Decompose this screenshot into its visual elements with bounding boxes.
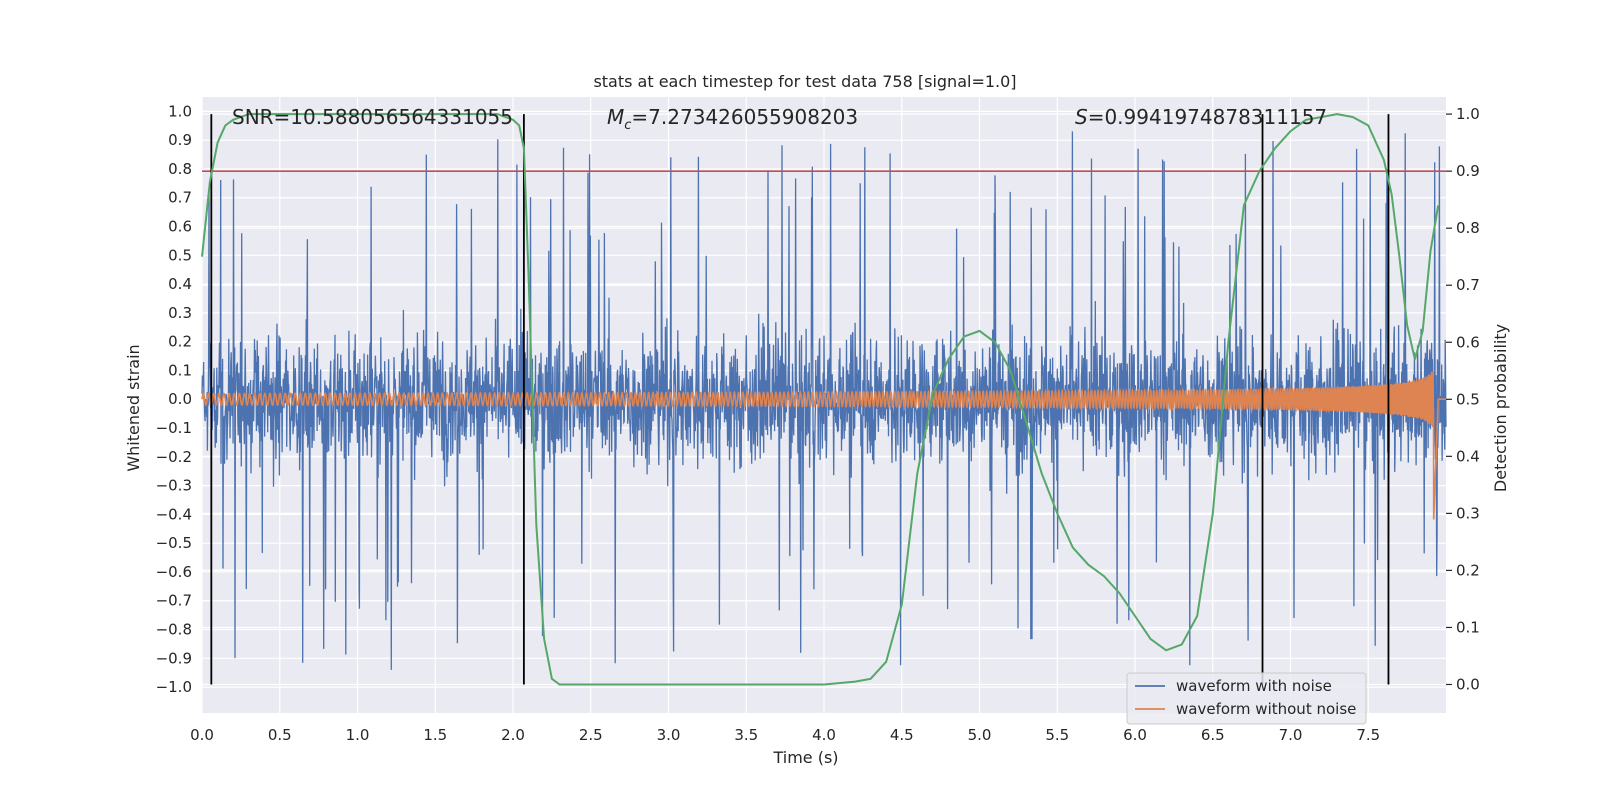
y-tick-label: 0.5 [168,246,192,264]
y-tick-label: 0.7 [168,189,192,207]
chirp-mass-annotation: Mc=7.273426055908203 [607,105,858,133]
y-tick-label: −0.5 [156,534,192,552]
y2-tick-label: 0.2 [1456,561,1480,579]
waveform-without-noise-series [201,371,1446,520]
chart-title: stats at each timestep for test data 758… [593,72,1016,91]
score-annotation: S=0.9941974878311157 [1075,105,1327,129]
legend-noise-label: waveform with noise [1176,677,1332,695]
y2-tick-label: 0.0 [1456,675,1480,693]
y-tick-label: −1.0 [156,678,192,696]
y-tick-label: −0.8 [156,621,192,639]
y2-tick-label: 0.4 [1456,447,1480,465]
x-tick-label: 5.0 [968,726,992,744]
x-tick-label: 7.0 [1279,726,1303,744]
score-value: =0.9941974878311157 [1088,105,1327,129]
y-tick-label: −0.3 [156,477,192,495]
threshold-and-boundaries [202,114,1446,685]
x-tick-label: 6.0 [1123,726,1147,744]
y-tick-label: −0.4 [156,505,192,523]
y2-tick-label: 0.7 [1456,276,1480,294]
waveform-without-noise-line [201,371,1446,520]
y-tick-label: 0.0 [168,390,192,408]
y-tick-label: 0.3 [168,304,192,322]
y2-tick-label: 0.1 [1456,618,1480,636]
snr-annotation: SNR=10.588056564331055 [232,105,513,129]
y-axis-label: Whitened strain [124,344,143,471]
y2-tick-label: 0.5 [1456,390,1480,408]
x-axis-ticks: 0.0 0.5 1.0 1.5 2.0 2.5 3.0 3.5 4.0 4.5 5.0 5.5 6.0 6… [190,726,1380,744]
y2-axis-label: Detection probability [1491,324,1510,492]
y-tick-label: 0.1 [168,361,192,379]
y-tick-label: −0.9 [156,649,192,667]
x-tick-label: 1.0 [346,726,370,744]
x-tick-label: 2.5 [579,726,603,744]
x-tick-label: 5.5 [1045,726,1069,744]
chirp-mass-value: =7.273426055908203 [631,105,858,129]
y2-tick-label: 0.8 [1456,219,1480,237]
y-tick-label: −0.1 [156,419,192,437]
x-tick-label: 3.0 [657,726,681,744]
chirp-mass-subscript: c [624,118,631,133]
x-axis-label: Time (s) [772,748,838,767]
y-axis-ticks: 1.0 0.9 0.8 0.7 0.6 0.5 0.4 0.3 0.2 0.1 0.0 −0.1 −0.… [156,102,192,696]
x-tick-label: 1.5 [423,726,447,744]
y-tick-label: 0.9 [168,131,192,149]
x-tick-label: 4.0 [812,726,836,744]
x-tick-label: 0.5 [268,726,292,744]
chirp-mass-symbol: M [607,105,624,129]
y-tick-label: 0.6 [168,218,192,236]
legend: waveform with noise waveform without noi… [1126,672,1367,725]
score-symbol: S [1075,105,1088,129]
x-tick-label: 6.5 [1201,726,1225,744]
x-tick-label: 4.5 [890,726,914,744]
y-tick-label: 0.4 [168,275,192,293]
legend-clean-label: waveform without noise [1176,700,1356,718]
x-tick-label: 2.0 [501,726,525,744]
x-tick-label: 0.0 [190,726,214,744]
y-tick-label: −0.6 [156,563,192,581]
y2-tick-label: 0.9 [1456,162,1480,180]
detection-probability-series [201,113,1440,686]
y2-tick-label: 1.0 [1456,105,1480,123]
legend-box [1126,672,1367,725]
y-tick-label: 0.8 [168,160,192,178]
x-tick-label: 3.5 [734,726,758,744]
detection-probability-line [201,113,1440,686]
x-tick-label: 7.5 [1356,726,1380,744]
y2-tick-label: 0.3 [1456,504,1480,522]
y-tick-label: −0.7 [156,592,192,610]
y-tick-label: −0.2 [156,448,192,466]
y-tick-label: 1.0 [168,102,192,120]
y2-tick-label: 0.6 [1456,333,1480,351]
y-tick-label: 0.2 [168,333,192,351]
y2-axis-ticks: 1.0 0.9 0.8 0.7 0.6 0.5 0.4 0.3 0.2 0.1 0.0 [1446,105,1480,693]
